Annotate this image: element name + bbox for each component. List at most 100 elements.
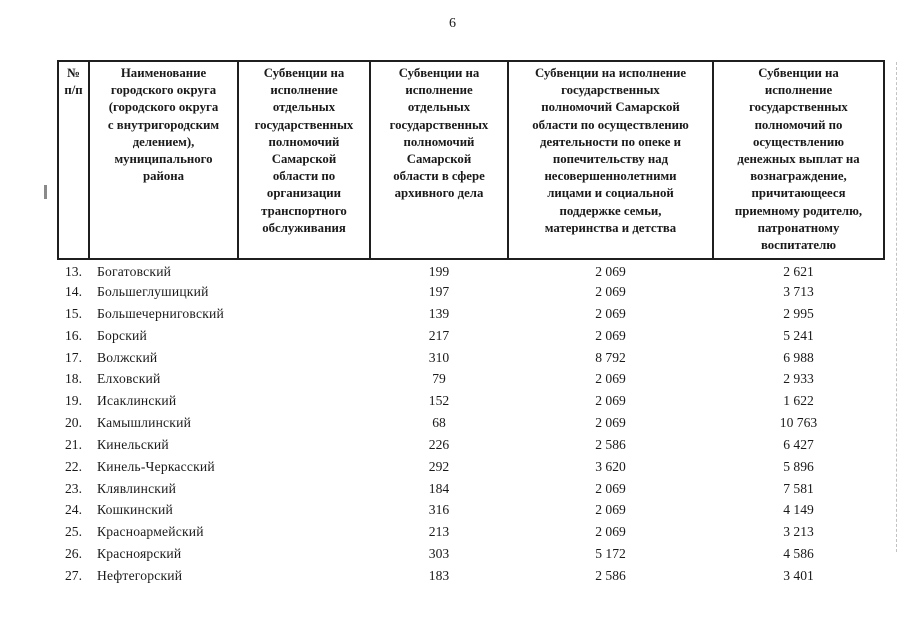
subventions-table: № п/п Наименование городского округа (го… (57, 59, 885, 587)
header-archive-subv: Субвенции на исполнение отдельных госуда… (369, 59, 509, 261)
archive-value-cell: 217 (428, 327, 450, 343)
row-number-cell: 27. (65, 567, 82, 583)
district-name-cell: Волжский (97, 349, 158, 365)
table-body: 13. Богатовский 199 2 069 2 621 14. Большеглуш… (58, 259, 884, 587)
custody-value-cell: 2 069 (595, 393, 626, 409)
payments-value-cell: 2 995 (783, 305, 814, 321)
row-number-cell: 21. (65, 436, 82, 452)
payments-value-cell: 3 213 (783, 524, 814, 540)
archive-value-cell: 152 (428, 393, 450, 409)
row-number-cell: 16. (65, 327, 82, 343)
custody-value-cell: 2 069 (595, 327, 626, 343)
archive-value-cell: 79 (432, 371, 446, 387)
scan-artifact-mark (44, 185, 47, 199)
payments-value-cell: 4 149 (783, 502, 814, 518)
district-name-cell: Борский (97, 327, 147, 343)
custody-value-cell: 3 620 (595, 458, 626, 474)
header-row-number: № п/п (57, 59, 90, 261)
district-name-cell: Клявлинский (97, 480, 177, 496)
row-number-cell: 18. (65, 371, 82, 387)
page-number: 6 (449, 16, 456, 31)
district-name-cell: Большеглушицкий (97, 284, 209, 299)
transport-value-cell (238, 456, 370, 478)
payments-value-cell: 5 896 (783, 458, 814, 474)
custody-value-cell: 2 069 (595, 305, 626, 321)
archive-value-cell: 68 (432, 415, 446, 431)
transport-value-cell (238, 390, 370, 412)
row-number-cell: 19. (65, 393, 82, 409)
archive-value-cell: 139 (428, 305, 450, 321)
custody-value-cell: 2 069 (595, 415, 626, 431)
table-row: 15. Большечерниговский 139 2 069 2 995 (58, 303, 884, 325)
transport-value-cell (238, 325, 370, 347)
payments-value-cell: 2 621 (783, 264, 814, 280)
archive-value-cell: 310 (428, 349, 450, 365)
row-number-cell: 13. (65, 264, 82, 280)
table-row: 21. Кинельский 226 2 586 6 427 (58, 434, 884, 456)
payments-value-cell: 3 713 (783, 284, 814, 299)
table-row: 17. Волжский 310 8 792 6 988 (58, 347, 884, 369)
payments-value-cell: 5 241 (783, 327, 814, 343)
row-number-cell: 20. (65, 415, 82, 431)
payments-value-cell: 2 933 (783, 371, 814, 387)
table-row: 24. Кошкинский 316 2 069 4 149 (58, 500, 884, 522)
row-number-cell: 26. (65, 546, 82, 562)
row-number-cell: 24. (65, 502, 82, 518)
district-name-cell: Красноярский (97, 546, 182, 562)
table-row: 23. Клявлинский 184 2 069 7 581 (58, 478, 884, 500)
district-name-cell: Нефтегорский (97, 567, 183, 583)
payments-value-cell: 1 622 (783, 393, 814, 409)
custody-value-cell: 2 069 (595, 371, 626, 387)
transport-value-cell (238, 368, 370, 390)
table-row: 13. Богатовский 199 2 069 2 621 (58, 259, 884, 281)
row-number-cell: 22. (65, 458, 82, 474)
transport-value-cell (238, 412, 370, 434)
archive-value-cell: 199 (428, 264, 450, 280)
header-district-name: Наименование городского округа (городско… (88, 59, 239, 261)
custody-value-cell: 2 069 (595, 480, 626, 496)
payments-value-cell: 10 763 (779, 415, 818, 431)
payments-value-cell: 7 581 (783, 480, 814, 496)
district-name-cell: Елховский (97, 371, 161, 387)
transport-value-cell (238, 565, 370, 587)
header-custody-subv: Субвенции на исполнение государственных … (507, 59, 714, 261)
district-name-cell: Кинель-Черкасский (97, 458, 215, 474)
transport-value-cell (238, 478, 370, 500)
header-transport-subv: Субвенции на исполнение отдельных госуда… (237, 59, 371, 261)
payments-value-cell: 3 401 (783, 567, 814, 583)
custody-value-cell: 2 069 (595, 264, 626, 280)
header-payments-subv: Субвенции на исполнение государственных … (712, 59, 885, 261)
archive-value-cell: 292 (428, 458, 450, 474)
transport-value-cell (238, 500, 370, 522)
archive-value-cell: 316 (428, 502, 450, 518)
table-row: 16. Борский 217 2 069 5 241 (58, 325, 884, 347)
payments-value-cell: 6 988 (783, 349, 814, 365)
transport-value-cell (238, 543, 370, 565)
table-row: 27. Нефтегорский 183 2 586 3 401 (58, 565, 884, 587)
custody-value-cell: 8 792 (595, 349, 626, 365)
district-name-cell: Кошкинский (97, 502, 173, 518)
district-name-cell: Богатовский (97, 264, 172, 280)
archive-value-cell: 184 (428, 480, 450, 496)
archive-value-cell: 197 (428, 284, 450, 299)
custody-value-cell: 2 069 (595, 502, 626, 518)
table-row: 20. Камышлинский 68 2 069 10 763 (58, 412, 884, 434)
district-name-cell: Исаклинский (97, 393, 177, 409)
archive-value-cell: 213 (428, 524, 450, 540)
transport-value-cell (238, 281, 370, 303)
district-name-cell: Кинельский (97, 436, 169, 452)
table-row: 25. Красноармейский 213 2 069 3 213 (58, 521, 884, 543)
table-row: 18. Елховский 79 2 069 2 933 (58, 368, 884, 390)
table-row: 14. Большеглушицкий 197 2 069 3 713 (58, 281, 884, 303)
payments-value-cell: 4 586 (783, 546, 814, 562)
transport-value-cell (238, 259, 370, 281)
district-name-cell: Камышлинский (97, 415, 192, 431)
transport-value-cell (238, 521, 370, 543)
archive-value-cell: 183 (428, 567, 450, 583)
district-name-cell: Красноармейский (97, 524, 204, 540)
row-number-cell: 23. (65, 480, 82, 496)
transport-value-cell (238, 347, 370, 369)
payments-value-cell: 6 427 (783, 436, 814, 452)
custody-value-cell: 2 586 (595, 436, 626, 452)
